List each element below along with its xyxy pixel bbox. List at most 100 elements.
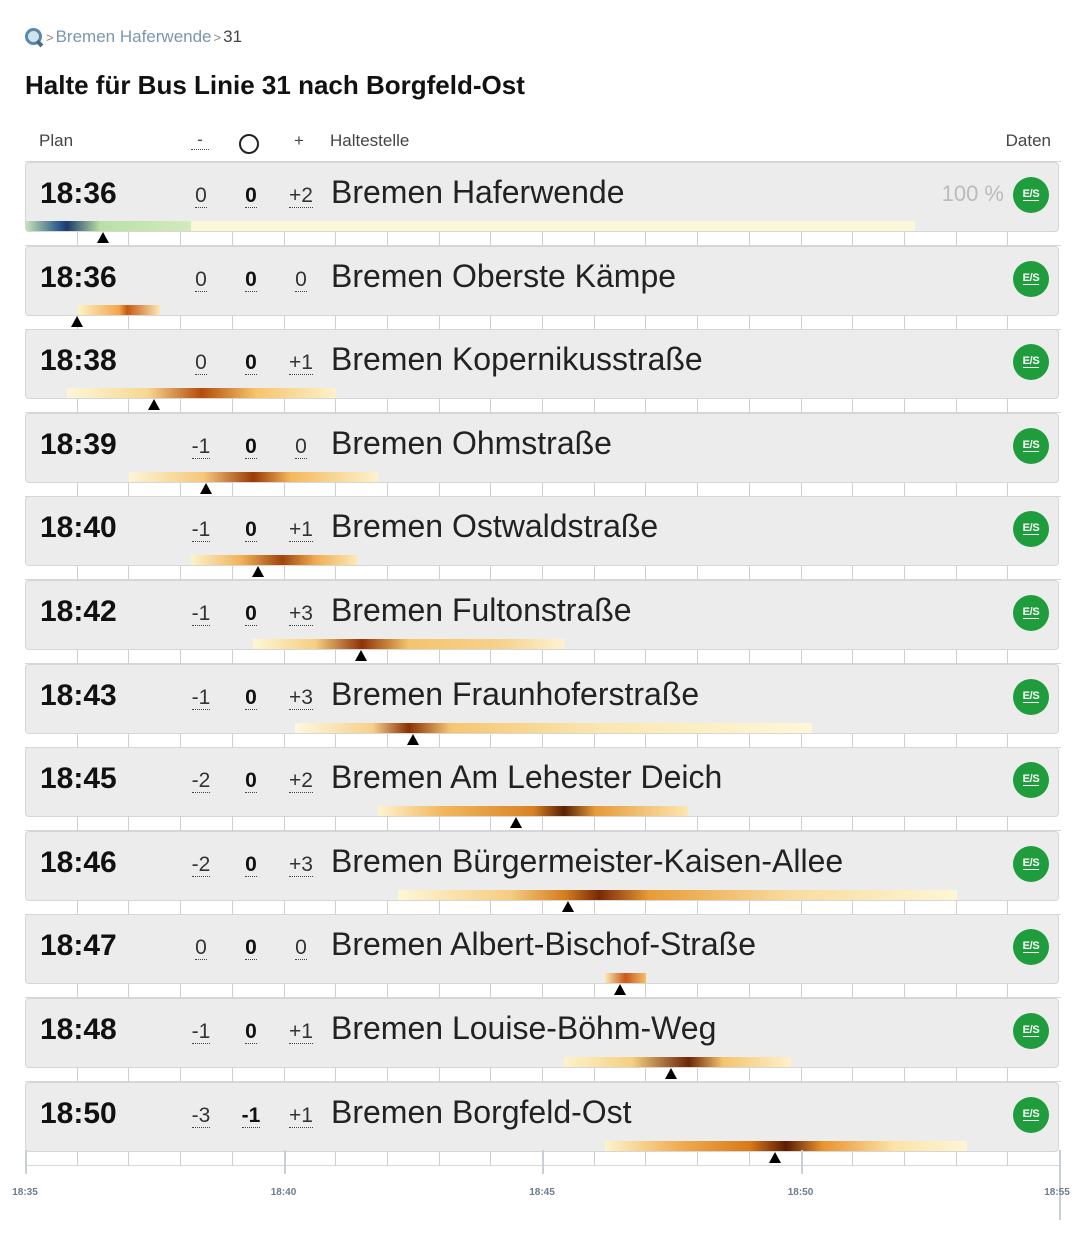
stop-name[interactable]: Bremen Ohmstraße (331, 424, 612, 461)
es-data-button[interactable]: E/S (1013, 260, 1049, 297)
delay-max-value[interactable]: +3 (289, 852, 313, 877)
delay-median-value[interactable]: 0 (245, 852, 257, 877)
delay-min[interactable]: -1 (186, 1020, 216, 1044)
es-data-button[interactable]: E/S (1013, 1013, 1049, 1049)
delay-max-value[interactable]: +1 (289, 518, 313, 543)
delay-median[interactable]: 0 (236, 936, 266, 961)
delay-median-value[interactable]: 0 (245, 769, 257, 794)
stop-card[interactable]: 18:39 -1 0 0 Bremen Ohmstraße E/S (25, 412, 1059, 483)
delay-min-value[interactable]: -1 (191, 434, 211, 459)
delay-median[interactable]: 0 (236, 1020, 266, 1044)
delay-min-value[interactable]: -1 (191, 602, 211, 626)
stop-name[interactable]: Bremen Albert-Bischof-Straße (331, 926, 757, 963)
delay-min[interactable]: 0 (186, 184, 216, 208)
delay-max-value[interactable]: +3 (289, 685, 313, 710)
delay-min-value[interactable]: -3 (191, 1103, 211, 1128)
delay-max[interactable]: +1 (286, 518, 316, 543)
delay-max-value[interactable]: +1 (289, 351, 313, 376)
delay-min[interactable]: -3 (186, 1103, 216, 1128)
delay-max-value[interactable]: +2 (289, 769, 313, 794)
delay-min-value[interactable]: 0 (195, 936, 207, 961)
delay-median[interactable]: 0 (236, 852, 266, 877)
delay-max-value[interactable]: +2 (289, 184, 313, 208)
stop-row[interactable]: 18:42 -1 0 +3 Bremen Fultonstraße E/S (25, 580, 1061, 664)
stop-name[interactable]: Bremen Bürgermeister-Kaisen-Allee (331, 842, 844, 879)
stop-card[interactable]: 18:48 -1 0 +1 Bremen Louise-Böhm-Weg E/S (25, 998, 1059, 1068)
stop-name[interactable]: Bremen Borgfeld-Ost (331, 1093, 632, 1130)
stop-name[interactable]: Bremen Louise-Böhm-Weg (331, 1010, 717, 1046)
delay-min-value[interactable]: 0 (195, 184, 207, 208)
stop-name[interactable]: Bremen Fultonstraße (331, 592, 632, 628)
delay-median-value[interactable]: 0 (245, 434, 257, 459)
delay-max-value[interactable]: 0 (295, 936, 307, 961)
es-data-button[interactable]: E/S (1013, 762, 1049, 799)
es-data-button[interactable]: E/S (1013, 427, 1049, 464)
stop-row[interactable]: 18:39 -1 0 0 Bremen Ohmstraße E/S (25, 412, 1061, 497)
stop-card[interactable]: 18:50 -3 -1 +1 Bremen Borgfeld-Ost E/S (25, 1081, 1059, 1152)
stop-name[interactable]: Bremen Kopernikusstraße (331, 341, 703, 378)
stop-name[interactable]: Bremen Haferwende (331, 174, 625, 210)
delay-max-value[interactable]: +1 (289, 1020, 313, 1044)
delay-median[interactable]: 0 (236, 602, 266, 626)
stop-card[interactable]: 18:47 0 0 0 Bremen Albert-Bischof-Straße E/S (25, 914, 1059, 985)
delay-max[interactable]: +1 (286, 351, 316, 376)
delay-median-value[interactable]: -1 (241, 1103, 261, 1128)
delay-max-value[interactable]: 0 (295, 267, 307, 292)
delay-min-value[interactable]: -2 (191, 852, 211, 877)
delay-median-value[interactable]: 0 (245, 518, 257, 543)
delay-max[interactable]: 0 (286, 936, 316, 961)
stop-card[interactable]: 18:42 -1 0 +3 Bremen Fultonstraße E/S (25, 580, 1059, 650)
delay-min[interactable]: -1 (186, 518, 216, 543)
delay-min-value[interactable]: -2 (191, 769, 211, 794)
delay-median-value[interactable]: 0 (245, 936, 257, 961)
stop-name[interactable]: Bremen Oberste Kämpe (331, 257, 677, 294)
delay-min[interactable]: 0 (186, 351, 216, 376)
stop-name[interactable]: Bremen Am Lehester Deich (331, 759, 723, 796)
stop-row[interactable]: 18:47 0 0 0 Bremen Albert-Bischof-Straße E/S (25, 914, 1061, 999)
stop-row[interactable]: 18:45 -2 0 +2 Bremen Am Lehester Deich E/S (25, 747, 1061, 832)
delay-max[interactable]: +2 (286, 769, 316, 794)
stop-name[interactable]: Bremen Ostwaldstraße (331, 508, 659, 545)
stop-name[interactable]: Bremen Fraunhoferstraße (331, 675, 700, 712)
delay-min-value[interactable]: 0 (195, 267, 207, 292)
delay-min-value[interactable]: -1 (191, 1020, 211, 1044)
delay-max-value[interactable]: 0 (295, 434, 307, 459)
delay-max-value[interactable]: +3 (289, 602, 313, 626)
stop-row[interactable]: 18:48 -1 0 +1 Bremen Louise-Böhm-Weg E/S (25, 998, 1061, 1082)
stop-card[interactable]: 18:36 0 0 0 Bremen Oberste Kämpe E/S (25, 245, 1059, 316)
stop-row[interactable]: 18:40 -1 0 +1 Bremen Ostwaldstraße E/S (25, 496, 1061, 581)
delay-min[interactable]: -2 (186, 769, 216, 794)
delay-median-value[interactable]: 0 (245, 267, 257, 292)
delay-min[interactable]: -1 (186, 602, 216, 626)
delay-median-value[interactable]: 0 (245, 351, 257, 376)
stop-card[interactable]: 18:43 -1 0 +3 Bremen Fraunhoferstraße E/S (25, 663, 1059, 734)
delay-median[interactable]: -1 (236, 1103, 266, 1128)
es-data-button[interactable]: E/S (1013, 845, 1049, 882)
es-data-button[interactable]: E/S (1013, 1096, 1049, 1133)
delay-max-value[interactable]: +1 (289, 1103, 313, 1128)
delay-median[interactable]: 0 (236, 267, 266, 292)
delay-median-value[interactable]: 0 (245, 1020, 257, 1044)
delay-median[interactable]: 0 (236, 769, 266, 794)
delay-min[interactable]: 0 (186, 936, 216, 961)
es-data-button[interactable]: E/S (1013, 929, 1049, 966)
stop-card[interactable]: 18:38 0 0 +1 Bremen Kopernikusstraße E/S (25, 329, 1059, 400)
delay-median-value[interactable]: 0 (245, 602, 257, 626)
delay-median-value[interactable]: 0 (245, 685, 257, 710)
delay-median[interactable]: 0 (236, 434, 266, 459)
stop-card[interactable]: 18:36 0 0 +2 Bremen Haferwende 100 % E/S (25, 162, 1059, 232)
delay-min[interactable]: -2 (186, 852, 216, 877)
stop-row[interactable]: 18:43 -1 0 +3 Bremen Fraunhoferstraße E/S (25, 663, 1061, 748)
search-icon[interactable] (24, 27, 44, 47)
stop-card[interactable]: 18:40 -1 0 +1 Bremen Ostwaldstraße E/S (25, 496, 1059, 567)
delay-min-value[interactable]: -1 (191, 518, 211, 543)
delay-min[interactable]: -1 (186, 685, 216, 710)
delay-max[interactable]: +2 (286, 184, 316, 208)
stop-row[interactable]: 18:36 0 0 +2 Bremen Haferwende 100 % E/S (25, 162, 1061, 246)
es-data-button[interactable]: E/S (1013, 595, 1049, 631)
delay-max[interactable]: +1 (286, 1103, 316, 1128)
es-data-button[interactable]: E/S (1013, 511, 1049, 548)
delay-min-value[interactable]: 0 (195, 351, 207, 376)
delay-max[interactable]: 0 (286, 434, 316, 459)
es-data-button[interactable]: E/S (1013, 344, 1049, 381)
